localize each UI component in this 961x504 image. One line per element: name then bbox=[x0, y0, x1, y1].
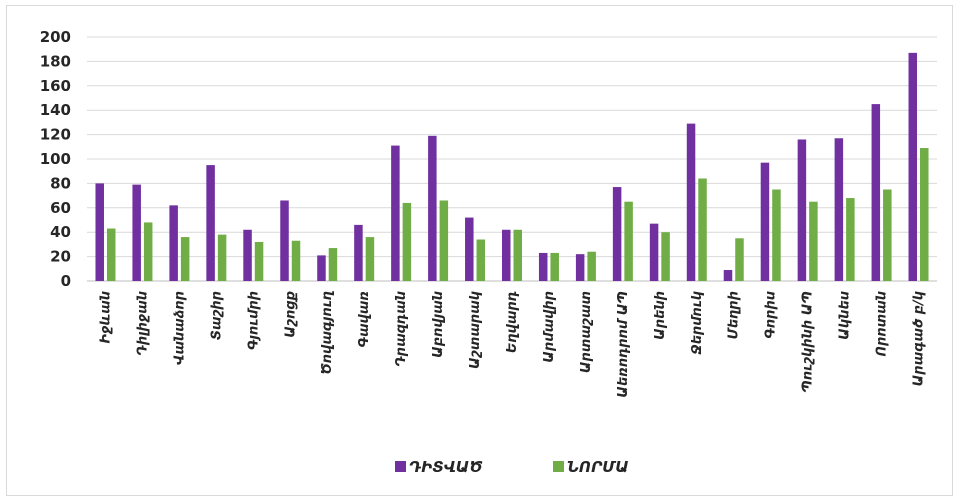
bar bbox=[354, 224, 363, 281]
x-tick-label: Վանաձոր bbox=[172, 291, 187, 365]
bar bbox=[834, 138, 844, 281]
x-tick-label: Պուշկինի ԱՊ bbox=[801, 291, 816, 393]
legend-swatch bbox=[395, 461, 406, 472]
bar bbox=[723, 270, 733, 281]
x-tick-label: Ակնես bbox=[838, 291, 853, 340]
bar bbox=[280, 200, 289, 281]
bar bbox=[317, 255, 326, 281]
bar bbox=[169, 205, 178, 281]
bar bbox=[439, 200, 449, 281]
x-tick-label: Աշոցք bbox=[283, 290, 298, 337]
y-tick-label: 100 bbox=[40, 150, 71, 168]
bar bbox=[95, 183, 104, 281]
x-tick-label: Արմավիր bbox=[542, 291, 557, 363]
y-tick-label: 0 bbox=[61, 272, 71, 290]
bar bbox=[254, 241, 264, 281]
bar bbox=[143, 222, 153, 281]
y-tick-label: 180 bbox=[40, 52, 71, 70]
bar bbox=[291, 240, 301, 281]
x-tick-label: Աբովյան bbox=[431, 291, 446, 358]
chart-frame: 0 20 40 60 80 100 120 140 160 180 200 Իջևան Դիլիջան Վ… bbox=[6, 5, 953, 496]
y-tick-label: 200 bbox=[40, 28, 71, 46]
bar bbox=[502, 229, 511, 281]
bar bbox=[365, 237, 375, 281]
bar bbox=[908, 52, 918, 281]
bar bbox=[698, 178, 707, 281]
series-2-bars bbox=[106, 148, 929, 281]
y-tick-label: 40 bbox=[50, 223, 71, 241]
x-tick-label: Իջևան bbox=[98, 291, 113, 343]
x-tick-label: Դիլիջան bbox=[135, 291, 150, 356]
x-tick-label: Աշտարակ bbox=[468, 291, 483, 369]
bar bbox=[538, 252, 548, 281]
bar bbox=[612, 187, 622, 281]
bar bbox=[476, 239, 486, 281]
bar bbox=[428, 135, 437, 281]
legend: ԴԻՏՎԱԾ ՆՈՐՄԱ bbox=[395, 458, 629, 476]
bar-chart: 0 20 40 60 80 100 120 140 160 180 200 Իջևան Դիլիջան Վ… bbox=[40, 28, 937, 476]
bar bbox=[624, 201, 633, 281]
bar bbox=[686, 123, 696, 282]
legend-label: ՆՈՐՄԱ bbox=[567, 458, 629, 476]
bar bbox=[243, 229, 252, 281]
x-tick-label: Արենի bbox=[653, 291, 668, 340]
bar bbox=[550, 252, 559, 281]
y-tick-label: 80 bbox=[50, 174, 71, 192]
x-tick-label: Մեղրի bbox=[727, 291, 742, 339]
bar bbox=[846, 198, 855, 281]
bar bbox=[575, 254, 585, 281]
x-tick-label: Դրազդան bbox=[394, 291, 409, 367]
bar bbox=[797, 139, 807, 281]
x-tick-label: Եղվարդ bbox=[505, 291, 520, 353]
bar bbox=[402, 202, 412, 281]
x-tick-label: Գորիս bbox=[764, 291, 779, 339]
bar bbox=[661, 232, 670, 281]
bar bbox=[920, 148, 929, 281]
y-tick-label: 20 bbox=[50, 248, 71, 266]
x-tick-label: Որոտան bbox=[875, 291, 890, 356]
x-tick-label: Ջերմուկ bbox=[690, 291, 705, 355]
x-tick-label: Գյումրի bbox=[246, 291, 261, 350]
y-tick-label: 60 bbox=[50, 199, 71, 217]
x-tick-label: Արտաշատ bbox=[579, 291, 594, 373]
gridlines bbox=[87, 36, 937, 282]
bar bbox=[587, 251, 596, 281]
x-tick-label: Ծովագյուղ bbox=[320, 290, 335, 374]
bar bbox=[132, 184, 141, 281]
bar bbox=[772, 189, 781, 281]
bar bbox=[206, 165, 215, 281]
bar bbox=[883, 189, 892, 281]
y-tick-label: 160 bbox=[40, 77, 71, 95]
bar bbox=[513, 229, 522, 281]
bar bbox=[328, 248, 338, 281]
x-tick-label: Աեռոդրոմ ԱՊ bbox=[616, 291, 631, 398]
bar bbox=[735, 238, 744, 281]
bar bbox=[391, 145, 400, 281]
y-tick-label: 140 bbox=[40, 101, 71, 119]
legend-label: ԴԻՏՎԱԾ bbox=[409, 458, 482, 476]
x-tick-label: Արագած բ/կ bbox=[912, 291, 927, 386]
bar bbox=[809, 201, 818, 281]
bar bbox=[180, 237, 190, 281]
legend-swatch bbox=[553, 461, 564, 472]
bar bbox=[760, 162, 770, 281]
x-tick-label: Գավառ bbox=[357, 291, 372, 348]
bar bbox=[465, 217, 474, 281]
y-tick-label: 120 bbox=[40, 126, 71, 144]
series-1-bars bbox=[95, 52, 918, 282]
bar bbox=[217, 234, 227, 281]
bar bbox=[649, 223, 659, 281]
bar bbox=[871, 104, 881, 281]
x-tick-label: Տաշիր bbox=[209, 291, 224, 340]
bar bbox=[106, 228, 116, 281]
